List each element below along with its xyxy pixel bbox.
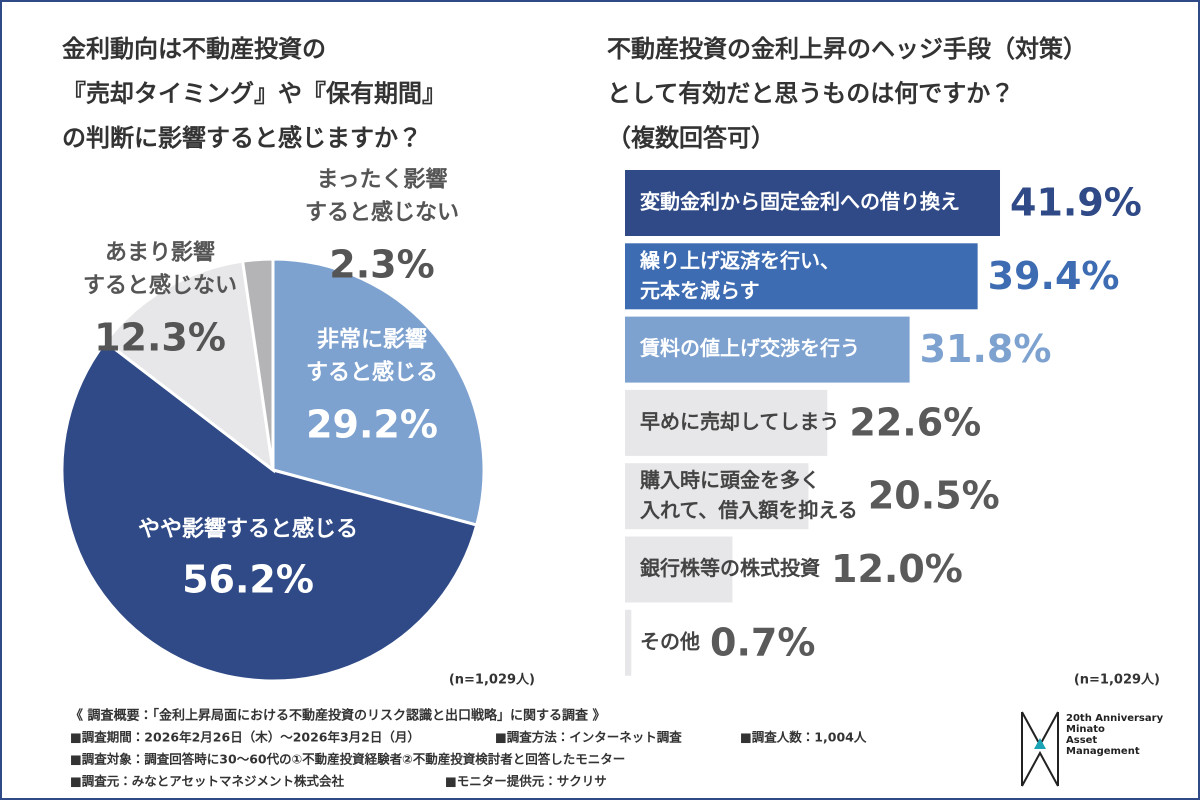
logo-mark <box>1021 711 1059 787</box>
bar-label: 銀行株等の株式投資 <box>639 556 820 580</box>
bar-label: 繰り上げ返済を行い、元本を減らす <box>640 248 840 302</box>
footer-item: ■調査対象：調査回答時に30～60代の①不動産投資経験者②不動産投資検討者と回答… <box>70 752 625 767</box>
bar-value: 22.6% <box>849 400 981 444</box>
bar <box>625 463 809 530</box>
bar-label: 早めに売却してしまう <box>640 409 839 433</box>
bar-value: 12.0% <box>831 547 963 591</box>
slice-label: やや影響すると感じる <box>138 516 358 542</box>
footer-item: ■モニター提供元：サクリサ <box>445 774 607 789</box>
bar-label: その他 <box>640 629 700 653</box>
bar <box>625 170 1001 236</box>
footer-item: ■調査元：みなとアセットマネジメント株式会社 <box>70 774 345 789</box>
pie-slice <box>271 257 486 527</box>
logo-accent <box>1034 738 1046 749</box>
logo-lines <box>1021 711 1059 787</box>
bar <box>625 536 733 603</box>
chart-title: 不動産投資の金利上昇のヘッジ手段（対策）として有効だと思うものは何ですか？（複数… <box>607 35 1087 152</box>
logo-text: 20th Anniversary <box>1066 713 1164 724</box>
bar-value: 31.8% <box>920 327 1052 371</box>
slice-label: 非常に影響すると感じる <box>306 327 438 386</box>
sample-note: (n=1,029人) <box>449 673 535 688</box>
bar-label: 購入時に頭金を多く入れて、借入額を抑える <box>640 468 858 522</box>
bar-value: 41.9% <box>1010 181 1142 225</box>
bar <box>625 243 978 310</box>
bar-value: 20.5% <box>868 474 1000 518</box>
slice-label: まったく影響すると感じない <box>305 167 459 226</box>
slice-value: 2.3% <box>329 243 434 287</box>
sample-note: (n=1,029人) <box>1074 673 1160 688</box>
logo-text: Minato <box>1066 724 1105 735</box>
logo-text: Management <box>1066 746 1140 757</box>
pie-slice <box>240 257 275 471</box>
logo-text: Asset <box>1066 735 1097 746</box>
slice-label: あまり影響すると感じない <box>83 240 237 299</box>
footer-heading: 《 調査概要：「金利上昇局面における不動産投資のリスク認識と出口戦略」に関する調… <box>70 708 606 724</box>
slice-value: 56.2% <box>182 558 314 602</box>
pie-slice <box>60 339 479 683</box>
slice-value: 12.3% <box>94 316 226 360</box>
slice-value: 29.2% <box>306 403 438 447</box>
bar-label: 変動金利から固定金利への借り換え <box>640 190 960 214</box>
bar <box>625 609 632 676</box>
bar <box>625 389 828 456</box>
bar <box>625 316 910 383</box>
pie-slice <box>103 259 276 474</box>
footer-item: ■調査期間：2026年2月26日（木）～2026年3月2日（月） <box>70 730 420 745</box>
bar-label: 賃料の値上げ交渉を行う <box>639 336 860 360</box>
bar-value: 39.4% <box>988 254 1120 298</box>
footer-item: ■調査人数：1,004人 <box>740 730 867 745</box>
chart-title: 金利動向は不動産投資の『売却タイミング』や『保有期間』の判断に影響すると感じます… <box>62 35 446 152</box>
footer-item: ■調査方法：インターネット調査 <box>495 730 682 745</box>
bar-value: 0.7% <box>710 620 815 664</box>
